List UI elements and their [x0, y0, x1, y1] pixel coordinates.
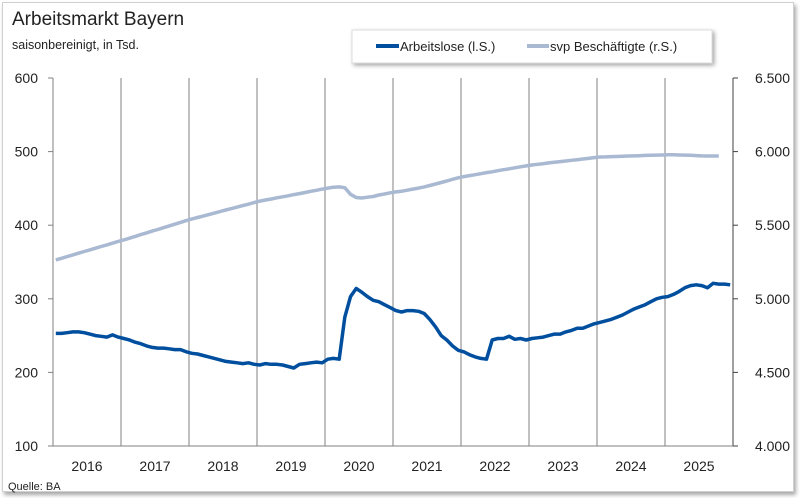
x-tick-label: 2019: [275, 458, 306, 474]
x-tick-label: 2024: [615, 458, 646, 474]
x-tick-label: 2023: [547, 458, 578, 474]
right-tick-label: 5.500: [755, 217, 790, 233]
x-tick-label: 2017: [139, 458, 170, 474]
legend-label-arbeitslose: Arbeitslose (l.S.): [400, 39, 495, 54]
legend-label-beschaeftigte: svp Beschäftigte (r.S.): [550, 39, 677, 54]
legend: Arbeitslose (l.S.) svp Beschäftigte (r.S…: [351, 29, 713, 64]
series-line-beschaeftigte: [55, 153, 719, 262]
left-tick-label: 200: [15, 364, 39, 380]
chart-title: Arbeitsmarkt Bayern: [12, 9, 184, 30]
source-note: Quelle: BA: [8, 481, 61, 493]
x-tick-label: 2018: [207, 458, 238, 474]
x-tick-label: 2021: [411, 458, 442, 474]
right-tick-label: 4.500: [755, 364, 790, 380]
left-tick-label: 300: [15, 291, 39, 307]
x-tick-label: 2025: [683, 458, 714, 474]
right-tick-label: 4.000: [755, 438, 790, 454]
right-tick-label: 6.000: [755, 144, 790, 160]
x-tick-label: 2020: [343, 458, 374, 474]
chart-frame: [2, 2, 794, 492]
left-tick-label: 100: [15, 438, 39, 454]
right-tick-label: 6.500: [755, 70, 790, 86]
chart-subtitle: saisonbereinigt, in Tsd.: [12, 38, 139, 52]
x-tick-label: 2016: [71, 458, 102, 474]
right-tick-label: 5.000: [755, 291, 790, 307]
series-line-arbeitslose: [55, 281, 731, 370]
x-tick-label: 2022: [479, 458, 510, 474]
left-tick-label: 600: [15, 70, 39, 86]
left-tick-label: 400: [15, 217, 39, 233]
left-tick-label: 500: [15, 144, 39, 160]
